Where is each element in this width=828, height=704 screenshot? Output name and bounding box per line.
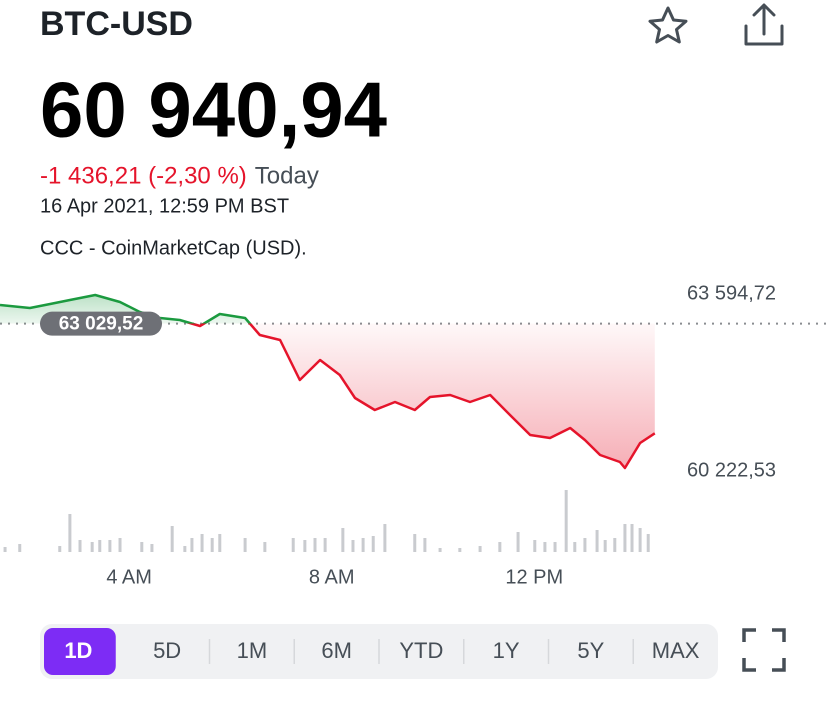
volume-bar: [291, 538, 295, 552]
y-tick-label: 60 222,53: [687, 459, 776, 481]
range-button[interactable]: MAX: [652, 638, 700, 663]
reference-pill: [40, 311, 162, 336]
volume-bar: [183, 546, 187, 552]
volume-bar: [438, 548, 442, 552]
volume-bar: [603, 540, 607, 552]
volume-bar: [595, 530, 599, 552]
x-tick-label: 4 AM: [106, 566, 152, 588]
volume-bar: [564, 490, 568, 552]
volume-bar: [478, 546, 482, 552]
range-button[interactable]: 1M: [237, 638, 268, 663]
volume-bar: [90, 542, 94, 552]
volume-bar: [303, 540, 307, 552]
volume-bar: [170, 526, 174, 552]
volume-bar: [78, 540, 82, 552]
symbol: BTC-USD: [40, 5, 193, 43]
volume-bar: [118, 538, 122, 552]
range-button[interactable]: 5Y: [577, 638, 604, 663]
volume-bar: [218, 534, 222, 552]
volume-bar: [341, 528, 345, 552]
volume-bar: [68, 514, 72, 552]
range-button[interactable]: 5D: [153, 638, 181, 663]
volume-bar: [516, 532, 520, 552]
reference-label: 63 029,52: [59, 314, 144, 335]
volume-bar: [361, 538, 365, 552]
y-tick-label: 63 594,72: [687, 282, 776, 304]
fullscreen-button[interactable]: [742, 628, 786, 672]
volume-bar: [498, 542, 502, 552]
volume-bar: [646, 534, 650, 552]
volume-bar: [3, 547, 7, 552]
volume-bar: [630, 524, 634, 552]
volume-bar: [413, 534, 417, 552]
range-button[interactable]: YTD: [399, 638, 443, 663]
volume-bar: [623, 524, 627, 552]
volume-bar: [533, 540, 537, 552]
range-button[interactable]: 1D: [64, 638, 92, 663]
volume-bar: [573, 542, 577, 552]
volume-bar: [638, 528, 642, 552]
volume-bar: [323, 538, 327, 552]
data-source: CCC - CoinMarketCap (USD).: [40, 237, 307, 259]
x-tick-label: 8 AM: [309, 566, 355, 588]
range-button-active: [44, 628, 116, 675]
volume-bar: [263, 542, 267, 552]
price-change: -1 436,21 (-2,30 %): [40, 162, 247, 189]
volume-bar: [543, 542, 547, 552]
watchlist-star[interactable]: [648, 6, 688, 44]
volume-bar: [313, 538, 317, 552]
volume-bar: [108, 540, 112, 552]
price-chart: 63 594,72 60 222,53 63 029,52 4 AM 8 AM 12 PM: [0, 282, 828, 588]
volume-bar: [243, 538, 247, 552]
volume-bar: [351, 540, 355, 552]
volume-bar: [58, 546, 62, 552]
volume-bar: [458, 548, 462, 552]
price-area: [0, 295, 655, 468]
timestamp: 16 Apr 2021, 12:59 PM BST: [40, 195, 289, 217]
volume-bar: [371, 536, 375, 552]
volume-bar: [18, 544, 22, 552]
range-button[interactable]: 1Y: [493, 638, 520, 663]
change-period: Today: [255, 162, 319, 189]
volume-bar: [210, 538, 214, 552]
volume-bar: [583, 538, 587, 552]
volume-bar: [553, 542, 557, 552]
x-tick-label: 12 PM: [505, 566, 563, 588]
price-line: [0, 293, 656, 470]
volume-bar: [423, 538, 427, 552]
volume-bar: [190, 538, 194, 552]
share-button[interactable]: [744, 3, 784, 46]
range-button[interactable]: 6M: [321, 638, 352, 663]
range-selector: 1D 5D 1M 6M YTD 1Y 5Y MAX: [40, 624, 718, 679]
volume-bar: [200, 534, 204, 552]
volume-bar: [613, 538, 617, 552]
volume-bar: [140, 542, 144, 552]
volume-bar: [383, 524, 387, 552]
price: 60 940,94: [40, 66, 387, 154]
volume-bar: [150, 544, 154, 552]
volume-bar: [98, 540, 102, 552]
